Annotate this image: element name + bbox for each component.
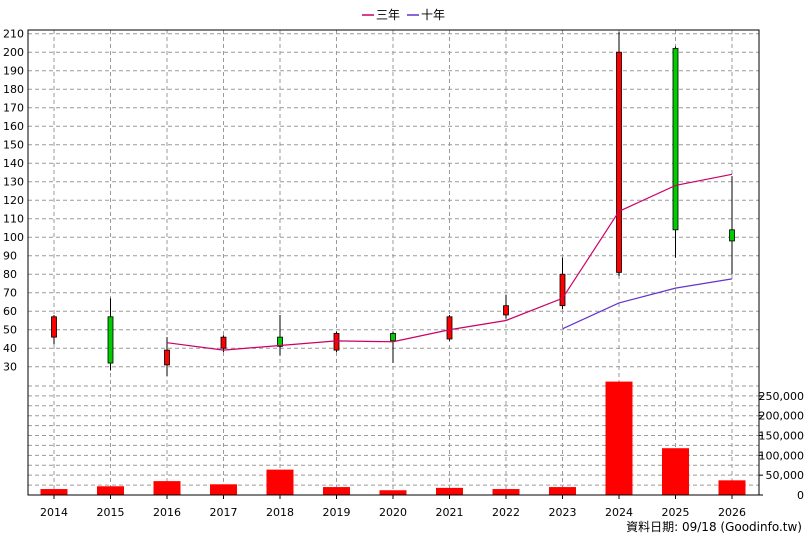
volume-tick-label: 0	[797, 489, 804, 502]
year-tick-label: 2025	[662, 506, 690, 519]
volume-axis-ticks: 0 50,000 100,000 150,000 200,000 250,000	[759, 390, 805, 502]
price-tick-label: 110	[3, 213, 24, 226]
volume-tick-label: 100,000	[759, 449, 805, 462]
volume-grid	[27, 378, 759, 495]
candle-body	[164, 349, 170, 366]
price-tick-label: 100	[3, 231, 24, 244]
candle-body	[446, 316, 453, 340]
legend-label-ten-year: 十年	[421, 8, 445, 22]
volume-bar	[266, 469, 294, 495]
volume-bar	[97, 486, 124, 495]
price-tick-label: 80	[3, 268, 17, 281]
price-tick-label: 120	[3, 194, 24, 207]
data-date-footer: 資料日期: 09/18 (Goodinfo.tw)	[626, 520, 802, 534]
volume-bar	[549, 487, 576, 495]
ten-year-line	[562, 278, 733, 330]
year-tick-label: 2021	[436, 506, 464, 519]
candle-body	[333, 333, 340, 351]
year-tick-label: 2015	[97, 506, 125, 519]
year-tick-label: 2026	[718, 506, 746, 519]
year-tick-label: 2023	[549, 506, 577, 519]
price-tick-label: 190	[3, 65, 24, 78]
moving-average-lines	[166, 173, 733, 351]
price-tick-label: 200	[3, 46, 24, 59]
volume-tick-label: 250,000	[759, 390, 805, 403]
price-tick-label: 70	[3, 287, 17, 300]
volume-bar	[492, 489, 520, 495]
candle-body	[616, 51, 622, 273]
price-tick-label: 130	[3, 176, 24, 189]
price-tick-label: 30	[3, 361, 17, 374]
volume-bar	[436, 487, 463, 495]
price-tick-label: 140	[3, 157, 24, 170]
candle-body	[503, 305, 509, 316]
year-tick-label: 2017	[210, 506, 238, 519]
candle-body	[107, 316, 114, 364]
candle-body	[51, 316, 57, 338]
price-tick-label: 160	[3, 120, 24, 133]
volume-bar	[153, 481, 181, 495]
legend-label-three-year: 三年	[376, 8, 400, 22]
volume-bar	[605, 381, 633, 495]
price-tick-label: 170	[3, 102, 24, 115]
year-axis-ticks: 2014 2015 2016 2017 2018 2019 2020 2021 2022 2023…	[40, 495, 746, 519]
volume-bar	[718, 480, 746, 495]
price-tick-label: 150	[3, 139, 24, 152]
year-tick-label: 2022	[492, 506, 520, 519]
candle-body	[220, 336, 227, 349]
year-tick-label: 2016	[153, 506, 181, 519]
candle-body	[672, 48, 679, 231]
price-tick-label: 50	[3, 324, 17, 337]
volume-bar	[210, 484, 237, 495]
year-tick-label: 2014	[40, 506, 68, 519]
plot-frame	[27, 29, 760, 496]
volume-bar	[662, 448, 689, 495]
legend: 三年 十年	[362, 8, 445, 22]
price-grid	[28, 30, 759, 495]
price-tick-label: 180	[3, 83, 24, 96]
price-tick-label: 210	[3, 28, 24, 41]
price-tick-label: 40	[3, 342, 17, 355]
price-axis-ticks: 30 40 50 60 70 80 90 100 110 120 130 140 150 160 170 18…	[3, 28, 24, 374]
volume-tick-label: 200,000	[759, 410, 805, 423]
year-tick-label: 2019	[323, 506, 351, 519]
volume-bar	[40, 489, 68, 495]
candle-body	[390, 333, 396, 342]
price-tick-label: 90	[3, 250, 17, 263]
year-tick-label: 2024	[605, 506, 633, 519]
candle-body	[729, 229, 735, 242]
volume-tick-label: 150,000	[759, 430, 805, 443]
candle-body	[559, 273, 566, 307]
price-tick-label: 60	[3, 305, 17, 318]
volume-tick-label: 50,000	[766, 469, 805, 482]
volume-bar	[379, 490, 407, 495]
candlesticks	[51, 31, 735, 376]
three-year-line	[166, 173, 733, 351]
candle-body	[277, 336, 283, 347]
volume-bar	[323, 487, 350, 495]
volume-bars	[40, 381, 746, 495]
year-tick-label: 2018	[266, 506, 294, 519]
year-tick-label: 2020	[379, 506, 407, 519]
